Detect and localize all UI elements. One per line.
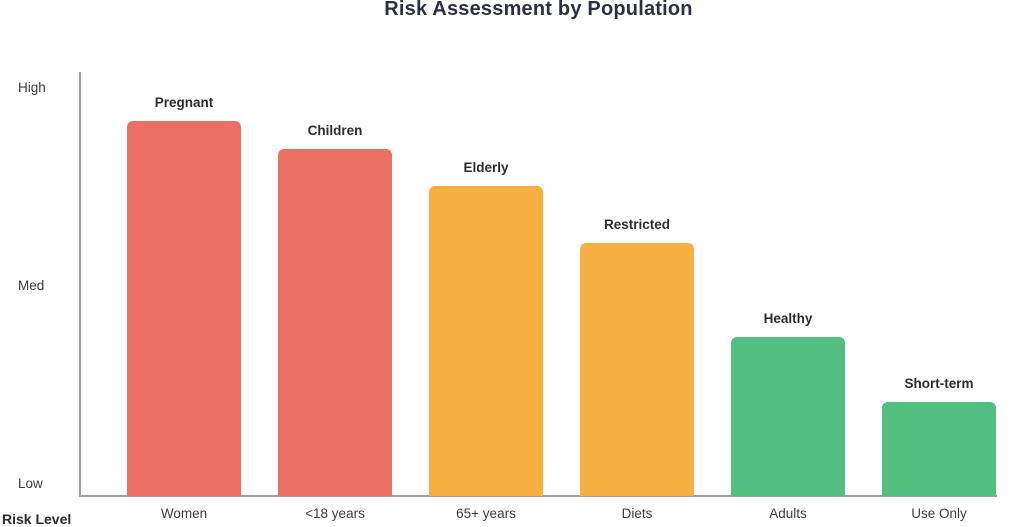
xtick-diets: Diets (621, 506, 653, 521)
bar-label-short-term: Short-term (904, 376, 974, 391)
xtick-adults: Adults (769, 506, 807, 521)
bar-short-term (882, 402, 996, 496)
bar-label-children: Children (307, 123, 363, 138)
bar-label-restricted: Restricted (603, 217, 671, 232)
xtick-use-only: Use Only (911, 506, 967, 521)
ytick-high: High (18, 80, 46, 95)
bar-healthy (731, 337, 845, 496)
bar-label-pregnant: Pregnant (154, 95, 214, 110)
ytick-med: Med (18, 278, 45, 293)
y-axis-title: Risk Level (2, 511, 72, 527)
xtick-65-years: 65+ years (456, 506, 516, 521)
bar-children (278, 149, 392, 496)
x-axis-line (79, 495, 997, 497)
bar-elderly (429, 186, 543, 496)
bar-label-elderly: Elderly (463, 160, 509, 175)
bar-pregnant (127, 121, 241, 496)
bar-restricted (580, 243, 694, 496)
xtick-18-years: <18 years (305, 506, 365, 521)
bar-label-healthy: Healthy (763, 311, 813, 326)
chart-title: Risk Assessment by Population (384, 0, 693, 20)
ytick-low: Low (18, 476, 43, 491)
y-axis-line (79, 72, 81, 497)
xtick-women: Women (160, 506, 208, 521)
